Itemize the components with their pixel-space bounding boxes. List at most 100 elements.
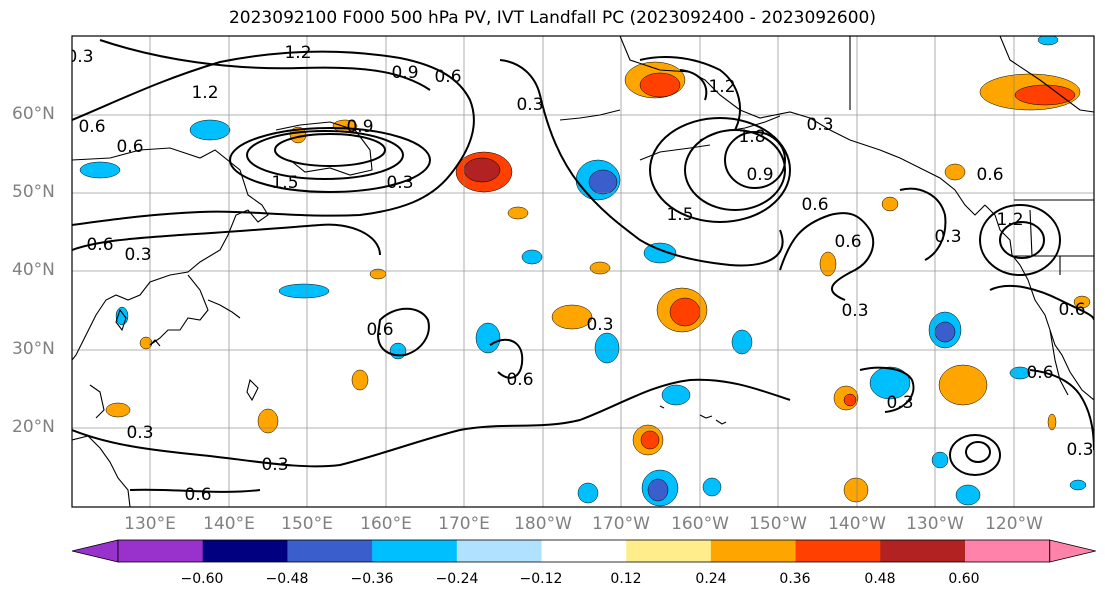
map-title: 2023092100 F000 500 hPa PV, IVT Landfall… — [228, 8, 876, 28]
contour-label: 0.6 — [1058, 300, 1085, 320]
negative-pv-anomaly — [643, 242, 677, 264]
positive-pv-anomaly — [640, 430, 660, 450]
colorbar-segment — [710, 540, 797, 562]
colorbar-tick: −0.24 — [435, 571, 479, 587]
contour-label: 0.3 — [586, 315, 613, 335]
lon-label-140e: 140°E — [203, 514, 255, 534]
colorbar-segment — [541, 540, 627, 562]
contour-label: 0.3 — [516, 95, 543, 115]
positive-pv-anomaly — [938, 364, 988, 406]
contour-label: 0.6 — [801, 195, 828, 215]
negative-pv-anomaly — [931, 451, 949, 469]
positive-pv-anomaly — [257, 408, 279, 434]
colorbar-segment — [965, 540, 1051, 562]
lon-label-140w: 140°W — [828, 514, 886, 534]
negative-pv-anomaly — [189, 119, 231, 141]
lon-label-160w: 160°W — [671, 514, 729, 534]
contour-label: 0.6 — [506, 370, 533, 390]
positive-pv-anomaly — [1073, 295, 1091, 309]
negative-pv-anomaly — [731, 329, 753, 355]
contour-label: 0.6 — [834, 232, 861, 252]
contour-label: 0.6 — [1026, 363, 1053, 383]
colorbar-tick: −0.48 — [265, 571, 309, 587]
contour-label: 0.3 — [841, 301, 868, 321]
positive-pv-anomaly — [463, 157, 501, 183]
lat-label-30n: 30°N — [12, 339, 55, 359]
colorbar-segment — [372, 540, 458, 562]
colorbar-segment — [202, 540, 288, 562]
contour-label: 0.9 — [346, 117, 373, 137]
contour-label: 0.6 — [116, 137, 143, 157]
negative-pv-anomaly — [389, 342, 407, 360]
contour-label: 0.3 — [261, 455, 288, 475]
map-panel — [72, 36, 1094, 507]
contour-labels: 1.2 1.2 0.9 0.6 0.3 0.6 0.6 0.3 1.2 0.9 0.6 0.3 0.6 0… — [72, 43, 1094, 505]
contour-label: 1.2 — [996, 210, 1023, 230]
colorbar-segment — [880, 540, 966, 562]
positive-pv-anomaly — [351, 369, 369, 391]
contour-label: 0.3 — [386, 173, 413, 193]
contour-label: 1.5 — [666, 205, 693, 225]
positive-pv-anomaly — [843, 393, 857, 407]
contour-label: 0.3 — [1066, 440, 1093, 460]
contour-label: 0.3 — [806, 115, 833, 135]
lat-label-40n: 40°N — [12, 260, 55, 280]
positive-pv-anomaly — [1047, 413, 1057, 431]
negative-pv-anomaly — [661, 384, 691, 406]
positive-pv-anomaly — [944, 163, 966, 181]
positive-pv-anomaly — [881, 196, 899, 212]
colorbar-segment — [626, 540, 712, 562]
colorbar-tick: −0.60 — [180, 571, 224, 587]
negative-pv-anomaly — [869, 366, 911, 400]
colorbar-tick: −0.12 — [519, 571, 563, 587]
positive-pv-anomaly — [1014, 84, 1076, 106]
pv-anomaly-shading — [79, 36, 1091, 507]
negative-pv-anomaly — [577, 482, 599, 504]
negative-pv-anomaly — [1069, 479, 1087, 491]
colorbar-segment — [287, 540, 373, 562]
lat-label-20n: 20°N — [12, 417, 55, 437]
gridlines — [72, 36, 1094, 507]
colorbar-segment — [456, 540, 542, 562]
contour-label: 0.6 — [434, 67, 461, 87]
negative-pv-anomaly — [702, 477, 722, 497]
contour-label: 0.6 — [976, 165, 1003, 185]
contour-label: 0.3 — [934, 227, 961, 247]
positive-pv-anomaly — [507, 206, 529, 220]
lat-label-60n: 60°N — [12, 104, 55, 124]
map-border — [71, 35, 1095, 508]
contour-label: 1.5 — [271, 173, 298, 193]
negative-pv-anomaly — [1009, 366, 1031, 380]
positive-pv-anomaly — [105, 402, 131, 418]
colorbar-tick: 0.48 — [864, 571, 896, 587]
lon-label-150w: 150°W — [749, 514, 807, 534]
lat-label-50n: 50°N — [12, 182, 55, 202]
lon-label-180w: 180°W — [514, 514, 572, 534]
lon-label-120w: 120°W — [985, 514, 1043, 534]
colorbar-tick: 0.60 — [948, 571, 980, 587]
positive-pv-anomaly — [639, 72, 681, 98]
contour-label: 0.6 — [366, 320, 393, 340]
positive-pv-anomaly — [551, 304, 593, 330]
contour-label: 0.3 — [124, 245, 151, 265]
negative-pv-anomaly — [594, 332, 620, 364]
negative-pv-anomaly — [934, 321, 956, 343]
colorbar-tick: 0.36 — [779, 571, 811, 587]
colorbar-extend-low — [71, 539, 119, 563]
lon-label-130w: 130°W — [906, 514, 964, 534]
contour-label: 0.6 — [86, 235, 113, 255]
lon-label-170e: 170°E — [438, 514, 490, 534]
contour-label: 0.6 — [184, 485, 211, 505]
positive-pv-anomaly — [669, 297, 701, 327]
negative-pv-anomaly — [1037, 36, 1059, 46]
positive-pv-anomaly — [819, 251, 837, 277]
negative-pv-anomaly — [588, 169, 618, 195]
contour-label: 1.2 — [284, 43, 311, 63]
contour-label: 1.2 — [191, 83, 218, 103]
positive-pv-anomaly — [369, 268, 387, 280]
colorbar-extend-high — [1049, 539, 1096, 563]
colorbar-tick: −0.36 — [350, 571, 394, 587]
contour-label: 0.9 — [746, 165, 773, 185]
negative-pv-anomaly — [79, 161, 121, 179]
